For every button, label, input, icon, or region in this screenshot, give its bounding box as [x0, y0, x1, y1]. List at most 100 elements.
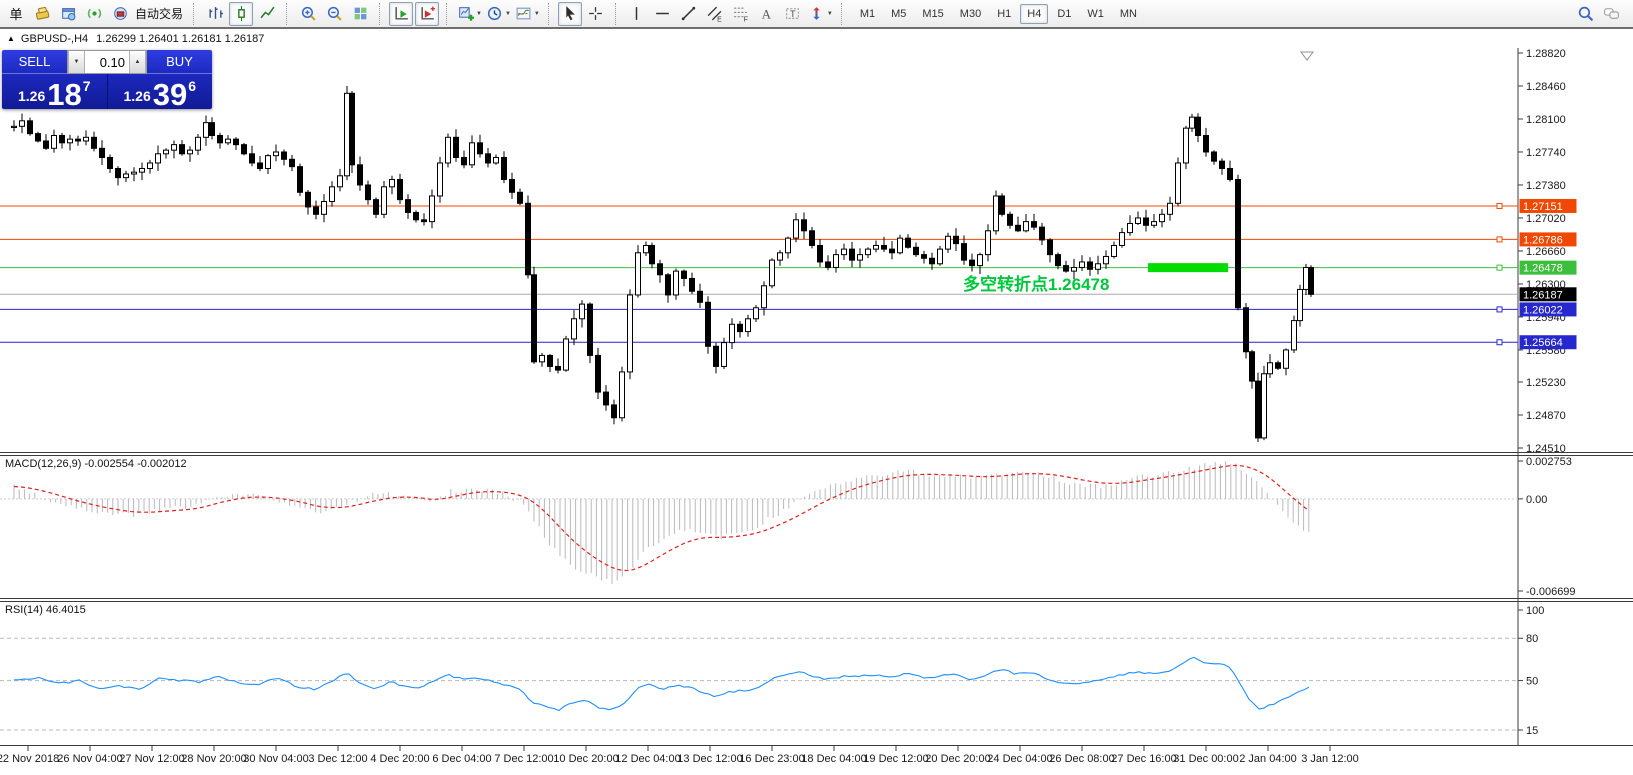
indicators-button[interactable]: ▼	[514, 2, 541, 26]
chart-shift-button[interactable]	[415, 1, 440, 26]
line-handle	[1496, 236, 1503, 243]
one-click-trade-panel: SELL ▼ 0.10 ▲ BUY 1.26 18 7 1.26	[2, 50, 213, 112]
toolbar-separator	[840, 2, 846, 25]
time-tick-label: 2 Jan 04:00	[1239, 753, 1297, 765]
dropdown-arrow-icon: ▼	[504, 10, 511, 17]
gold-button[interactable]	[30, 2, 54, 26]
tile-windows-button[interactable]	[348, 2, 372, 26]
new-chart-button[interactable]: ▼	[456, 2, 483, 26]
price-axis: 1.28820 1.28460 1.28100 1.27740 1.27380 1.270…	[1518, 48, 1577, 455]
toolbar-separator	[379, 2, 384, 25]
chat-button[interactable]	[1599, 2, 1623, 26]
market-watch-button[interactable]	[56, 2, 80, 26]
arrows-button[interactable]: ▼	[807, 2, 834, 26]
bar-chart-button[interactable]	[203, 2, 227, 26]
toolbar-separator	[547, 2, 553, 25]
text-label-icon: T	[786, 8, 800, 20]
profiles-button[interactable]: ▼	[485, 2, 512, 26]
time-tick-label: 26 Dec 08:00	[1049, 753, 1114, 765]
price-tick-label: 1.24510	[1526, 443, 1566, 455]
buy-price-prefix: 1.26	[123, 88, 151, 104]
indicator-icon	[516, 7, 531, 20]
chart-annotation[interactable]: 多空转折点1.26478	[963, 274, 1109, 294]
volume-input[interactable]: 0.10	[99, 54, 125, 70]
time-tick-label: 24 Dec 04:00	[987, 753, 1052, 765]
price-line-label: 1.27151	[1523, 201, 1563, 213]
autotrading-button[interactable]	[108, 2, 132, 26]
rsi-line	[14, 656, 1310, 712]
time-tick-label: 10 Dec 20:00	[553, 753, 618, 765]
autotrading-label[interactable]: 自动交易	[135, 7, 184, 21]
new-chart-icon	[459, 7, 475, 21]
channel-button[interactable]: E	[703, 2, 727, 26]
toolbar-separator	[286, 2, 291, 25]
trend-segment[interactable]	[1148, 263, 1228, 273]
timeframe-m30[interactable]: M30	[959, 7, 982, 20]
signals-button[interactable]	[82, 2, 106, 26]
cursor-button[interactable]	[557, 1, 582, 26]
price-line-label: 1.26478	[1523, 263, 1563, 275]
timeframe-d1[interactable]: D1	[1057, 7, 1072, 20]
fibonacci-icon: F	[734, 7, 748, 22]
svg-text:A: A	[762, 7, 772, 21]
timeframe-m15[interactable]: M15	[922, 7, 944, 20]
time-tick-label: 3 Dec 12:00	[308, 753, 367, 765]
sell-button[interactable]: SELL	[2, 50, 67, 74]
horizontal-lines-layer[interactable]	[0, 202, 1518, 346]
svg-text:E: E	[718, 16, 723, 22]
sell-price[interactable]: 1.26 18 7	[2, 74, 107, 110]
bar-chart-icon	[209, 7, 223, 19]
chart-shift-marker[interactable]	[1300, 51, 1314, 61]
line-chart-button[interactable]	[255, 2, 279, 26]
macd-tick-label: -0.006699	[1526, 586, 1576, 598]
zoom-out-icon	[327, 6, 342, 21]
volume-increase-button[interactable]: ▲	[129, 51, 146, 73]
timeframe-h1[interactable]: H1	[997, 7, 1012, 20]
timeframe-w1[interactable]: W1	[1087, 7, 1104, 20]
price-line-label: 1.26022	[1523, 304, 1563, 316]
buy-price-big: 39	[152, 77, 188, 112]
timeframe-h4[interactable]: H4	[1020, 3, 1049, 24]
text-button[interactable]: A	[755, 2, 779, 26]
vertical-line-button[interactable]	[625, 2, 649, 26]
market-watch-icon	[61, 8, 75, 21]
timeframe-group: M1 M5 M15 M30 H1 H4 D1 W1 MN	[852, 3, 1145, 24]
vertical-line-icon	[636, 7, 638, 20]
crosshair-button[interactable]	[584, 2, 608, 26]
time-tick-label: 27 Nov 12:00	[119, 753, 184, 765]
trendline-button[interactable]	[677, 2, 701, 26]
toolbar: 单 自动交易 ▼ ▼ ▼ E F A T ▼ M1 M5 M15 M30 H1 H4 D1 W1 MN	[0, 0, 1633, 29]
zoom-in-button[interactable]	[296, 2, 320, 26]
sell-price-sup: 7	[82, 78, 91, 94]
buy-price[interactable]: 1.26 39 6	[106, 74, 213, 112]
time-tick-label: 30 Nov 04:00	[243, 753, 308, 765]
line-handle	[1496, 306, 1503, 313]
horizontal-line-button[interactable]	[651, 2, 675, 26]
time-tick-label: 4 Dec 20:00	[370, 753, 429, 765]
macd-pane: 0.002753 0.00 -0.006699 MACD(12,26,9) -0.00…	[0, 456, 1576, 598]
candlestick-icon	[237, 6, 245, 21]
buy-price-sup: 6	[188, 78, 197, 94]
time-tick-label: 7 Dec 12:00	[494, 753, 553, 765]
timeframe-m1[interactable]: M1	[859, 7, 876, 20]
search-button[interactable]	[1573, 2, 1597, 26]
buy-button[interactable]: BUY	[147, 50, 212, 74]
price-line-label: 1.26187	[1523, 289, 1563, 301]
volume-decrease-button[interactable]: ▼	[68, 51, 85, 73]
rsi-tick-label: 50	[1526, 676, 1538, 688]
text-label-button[interactable]: T	[781, 2, 805, 26]
price-chart-svg[interactable]: 多空转折点1.26478 1.28820 1.28460 1.28100 1.27740…	[0, 48, 1633, 775]
fibonacci-button[interactable]: F	[729, 2, 753, 26]
candlestick-chart-button[interactable]	[229, 1, 254, 26]
dropdown-arrow-icon: ▼	[533, 10, 540, 17]
chart-shift-icon	[420, 6, 435, 20]
price-line-label: 1.26786	[1523, 234, 1563, 246]
auto-scroll-button[interactable]	[389, 1, 414, 26]
timeframe-mn[interactable]: MN	[1119, 7, 1137, 20]
svg-text:F: F	[744, 16, 748, 22]
zoom-out-button[interactable]	[322, 2, 346, 26]
new-order-button[interactable]: 单	[4, 2, 28, 26]
timeframe-m5[interactable]: M5	[891, 7, 907, 20]
search-icon	[1578, 6, 1593, 22]
